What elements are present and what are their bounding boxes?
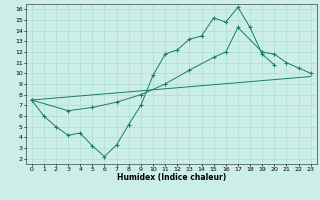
X-axis label: Humidex (Indice chaleur): Humidex (Indice chaleur) (116, 173, 226, 182)
